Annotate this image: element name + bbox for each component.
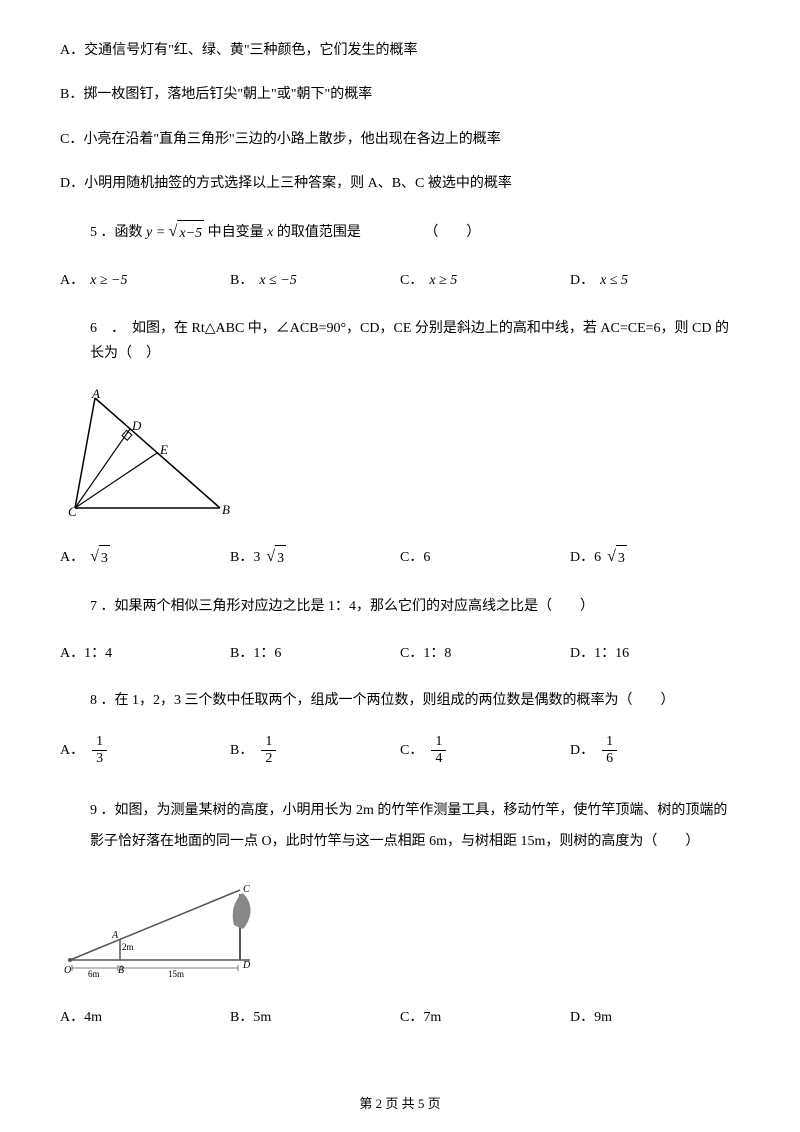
q5-d-label: D．	[570, 268, 594, 293]
q9-label-c: C	[243, 884, 250, 895]
q8-d-den: 6	[602, 751, 617, 766]
q6-option-d: D．6 √3	[570, 543, 740, 572]
intro-option-c: C．小亮在沿着"直角三角形"三边的小路上散步，他出现在各边上的概率	[60, 129, 740, 151]
q9-option-d: D．9m	[570, 1005, 740, 1030]
question-6: 6 ． 如图，在 Rt△ABC 中，∠ACB=90°，CD，CE 分别是斜边上的…	[90, 316, 740, 366]
q5-b-label: B．	[230, 268, 253, 293]
q9-option-c: C．7m	[400, 1005, 570, 1030]
q7-option-c: C．1：8	[400, 641, 570, 666]
q6-label-d: D	[131, 418, 142, 433]
q5-option-c: C． x ≥ 5	[400, 268, 570, 293]
q7-option-a: A．1：4	[60, 641, 230, 666]
intro-option-d: D．小明用随机抽签的方式选择以上三种答案，则 A、B、C 被选中的概率	[60, 173, 740, 195]
q9-options: A．4m B．5m C．7m D．9m	[60, 1005, 740, 1030]
q8-option-c: C． 14	[400, 735, 570, 766]
q5-option-b: B． x ≤ −5	[230, 268, 400, 293]
q8-option-d: D． 16	[570, 735, 740, 766]
q6-option-b: B．3 √3	[230, 543, 400, 572]
question-8: 8 ．在 1，2，3 三个数中任取两个，组成一个两位数，则组成的两位数是偶数的概…	[90, 688, 740, 713]
q9-figure: O A B C D 2m 6m 15m	[60, 880, 740, 985]
q8-c-den: 4	[431, 751, 446, 766]
q8-d-label: D．	[570, 738, 594, 763]
q5-var-y: y	[146, 225, 152, 240]
q6-a-val: 3	[99, 545, 110, 571]
q5-after: 中自变量	[208, 225, 264, 240]
question-5: 5 ．函数 y = √x−5 中自变量 x 的取值范围是 （ ）	[90, 218, 740, 247]
q5-sqrt-body: x−5	[177, 220, 204, 246]
q9-label-a: A	[111, 930, 119, 941]
q5-end: 的取值范围是	[277, 225, 361, 240]
q6-label-c: C	[68, 504, 77, 518]
q5-options: A． x ≥ −5 B． x ≤ −5 C． x ≥ 5 D． x ≤ 5	[60, 268, 740, 293]
q8-a-num: 1	[92, 735, 107, 751]
q7-options: A．1：4 B．1：6 C．1：8 D．1：16	[60, 641, 740, 666]
q6-label-e: E	[159, 442, 168, 457]
q6-option-c: C．6	[400, 545, 570, 570]
q6-d-val: 3	[616, 545, 627, 571]
q9-label-15m: 15m	[168, 969, 184, 979]
q5-option-d: D． x ≤ 5	[570, 268, 740, 293]
question-7: 7 ．如果两个相似三角形对应边之比是 1：4，那么它们的对应高线之比是（ ）	[90, 594, 740, 619]
q6-figure: A B C D E	[60, 388, 740, 523]
q5-before: 5 ．函数	[90, 225, 143, 240]
q5-c-label: C．	[400, 268, 423, 293]
q6-label-b: B	[222, 502, 230, 517]
q5-paren: （ ）	[424, 225, 480, 240]
q6-b-val: 3	[275, 545, 286, 571]
q8-options: A． 13 B． 12 C． 14 D． 16	[60, 735, 740, 766]
q6-c-label: C．6	[400, 545, 430, 570]
q6-b-label: B．3	[230, 545, 260, 570]
q5-a-expr: x ≥ −5	[90, 268, 127, 293]
q8-c-num: 1	[431, 735, 446, 751]
page-footer: 第 2 页 共 5 页	[0, 1093, 800, 1112]
q6-d-label: D．6	[570, 545, 601, 570]
q5-d-expr: x ≤ 5	[600, 268, 628, 293]
q8-option-b: B． 12	[230, 735, 400, 766]
q7-option-b: B．1：6	[230, 641, 400, 666]
q6-option-a: A． √3	[60, 543, 230, 572]
q8-a-den: 3	[92, 751, 107, 766]
q9-label-6m: 6m	[88, 969, 100, 979]
q5-b-expr: x ≤ −5	[259, 268, 296, 293]
q9-option-b: B．5m	[230, 1005, 400, 1030]
q8-b-den: 2	[261, 751, 276, 766]
q8-c-label: C．	[400, 738, 423, 763]
q5-formula: y = √x−5	[146, 225, 208, 240]
q9-option-a: A．4m	[60, 1005, 230, 1030]
q8-b-label: B．	[230, 738, 253, 763]
q5-a-label: A．	[60, 268, 84, 293]
q8-option-a: A． 13	[60, 735, 230, 766]
q6-a-label: A．	[60, 545, 84, 570]
q5-var-x: x	[267, 225, 273, 240]
q8-a-label: A．	[60, 738, 84, 763]
q8-b-num: 1	[261, 735, 276, 751]
q5-c-expr: x ≥ 5	[429, 268, 457, 293]
tree-icon	[233, 893, 251, 928]
q8-d-num: 1	[602, 735, 617, 751]
q9-label-b: B	[118, 965, 124, 976]
q9-label-o: O	[64, 965, 71, 976]
q6-label-a: A	[91, 388, 100, 401]
q9-label-d: D	[242, 960, 251, 971]
q6-options: A． √3 B．3 √3 C．6 D．6 √3	[60, 543, 740, 572]
q5-option-a: A． x ≥ −5	[60, 268, 230, 293]
question-9: 9 ．如图，为测量某树的高度，小明用长为 2m 的竹竿作测量工具，移动竹竿，使竹…	[90, 796, 740, 858]
q9-label-2m: 2m	[122, 942, 134, 952]
q7-option-d: D．1：16	[570, 641, 740, 666]
intro-option-a: A．交通信号灯有"红、绿、黄"三种颜色，它们发生的概率	[60, 40, 740, 62]
intro-option-b: B．掷一枚图钉，落地后钉尖"朝上"或"朝下"的概率	[60, 84, 740, 106]
